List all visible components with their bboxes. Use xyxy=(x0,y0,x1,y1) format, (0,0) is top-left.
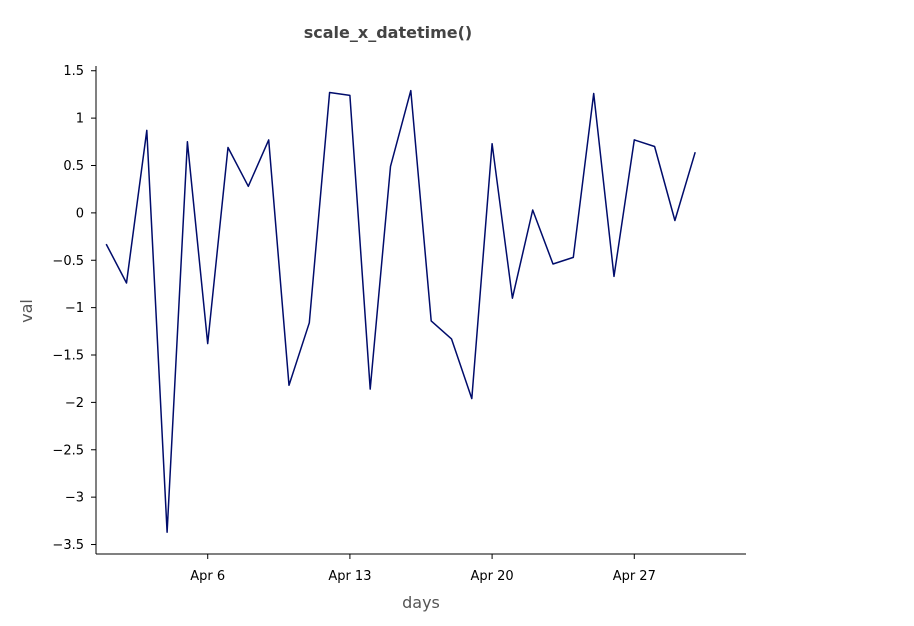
y-tick-label: −1 xyxy=(65,301,84,316)
y-tick-label: −3.5 xyxy=(52,538,84,553)
y-tick-label: −2 xyxy=(65,396,84,411)
chart-title: scale_x_datetime() xyxy=(304,23,473,42)
series-group xyxy=(105,89,696,533)
x-tick-label: Apr 20 xyxy=(471,569,514,584)
y-tick-label: −3 xyxy=(65,491,84,506)
y-axis-label: val xyxy=(17,299,36,323)
x-tick-label: Apr 27 xyxy=(613,569,656,584)
x-axis-label: days xyxy=(402,593,440,612)
y-tick-label: 1.5 xyxy=(63,64,84,79)
y-tick-label: 1 xyxy=(76,112,84,127)
y-tick-label: −2.5 xyxy=(52,443,84,458)
y-tick-label: −0.5 xyxy=(52,254,84,269)
series-line xyxy=(105,89,696,533)
x-tick-label: Apr 6 xyxy=(190,569,225,584)
x-axis-ticks: Apr 6 Apr 13 Apr 20 Apr 27 xyxy=(190,554,656,584)
y-tick-label: 0 xyxy=(76,206,84,221)
x-tick-label: Apr 13 xyxy=(328,569,371,584)
y-axis-ticks: 1.5 1 0.5 0 −0.5 −1 −1.5 −2 −2.5 −3 −3.5 xyxy=(52,64,96,553)
y-tick-label: 0.5 xyxy=(63,159,84,174)
y-tick-label: −1.5 xyxy=(52,349,84,364)
